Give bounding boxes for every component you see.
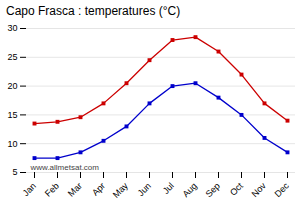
svg-text:Jun: Jun	[136, 181, 153, 198]
svg-text:20: 20	[7, 81, 17, 91]
svg-text:15: 15	[7, 110, 17, 120]
svg-text:Aug: Aug	[181, 181, 199, 198]
svg-text:Jan: Jan	[21, 181, 38, 198]
svg-text:10: 10	[7, 139, 17, 149]
svg-text:Apr: Apr	[90, 181, 107, 198]
svg-text:Oct: Oct	[228, 180, 245, 197]
svg-text:Sep: Sep	[204, 181, 222, 198]
svg-text:www.allmetsat.com: www.allmetsat.com	[30, 163, 100, 172]
svg-text:5: 5	[12, 167, 17, 177]
svg-text:Dec: Dec	[273, 180, 292, 198]
svg-text:30: 30	[7, 23, 17, 33]
svg-text:Feb: Feb	[43, 181, 61, 198]
svg-text:Jul: Jul	[161, 181, 176, 196]
svg-text:Nov: Nov	[250, 180, 269, 198]
svg-text:May: May	[111, 180, 130, 198]
html-text:Capo Frasca : temperatures (°C: Capo Frasca : temperatures (°C)	[6, 4, 181, 18]
svg-text:Mar: Mar	[66, 181, 84, 198]
svg-text:25: 25	[7, 52, 17, 62]
